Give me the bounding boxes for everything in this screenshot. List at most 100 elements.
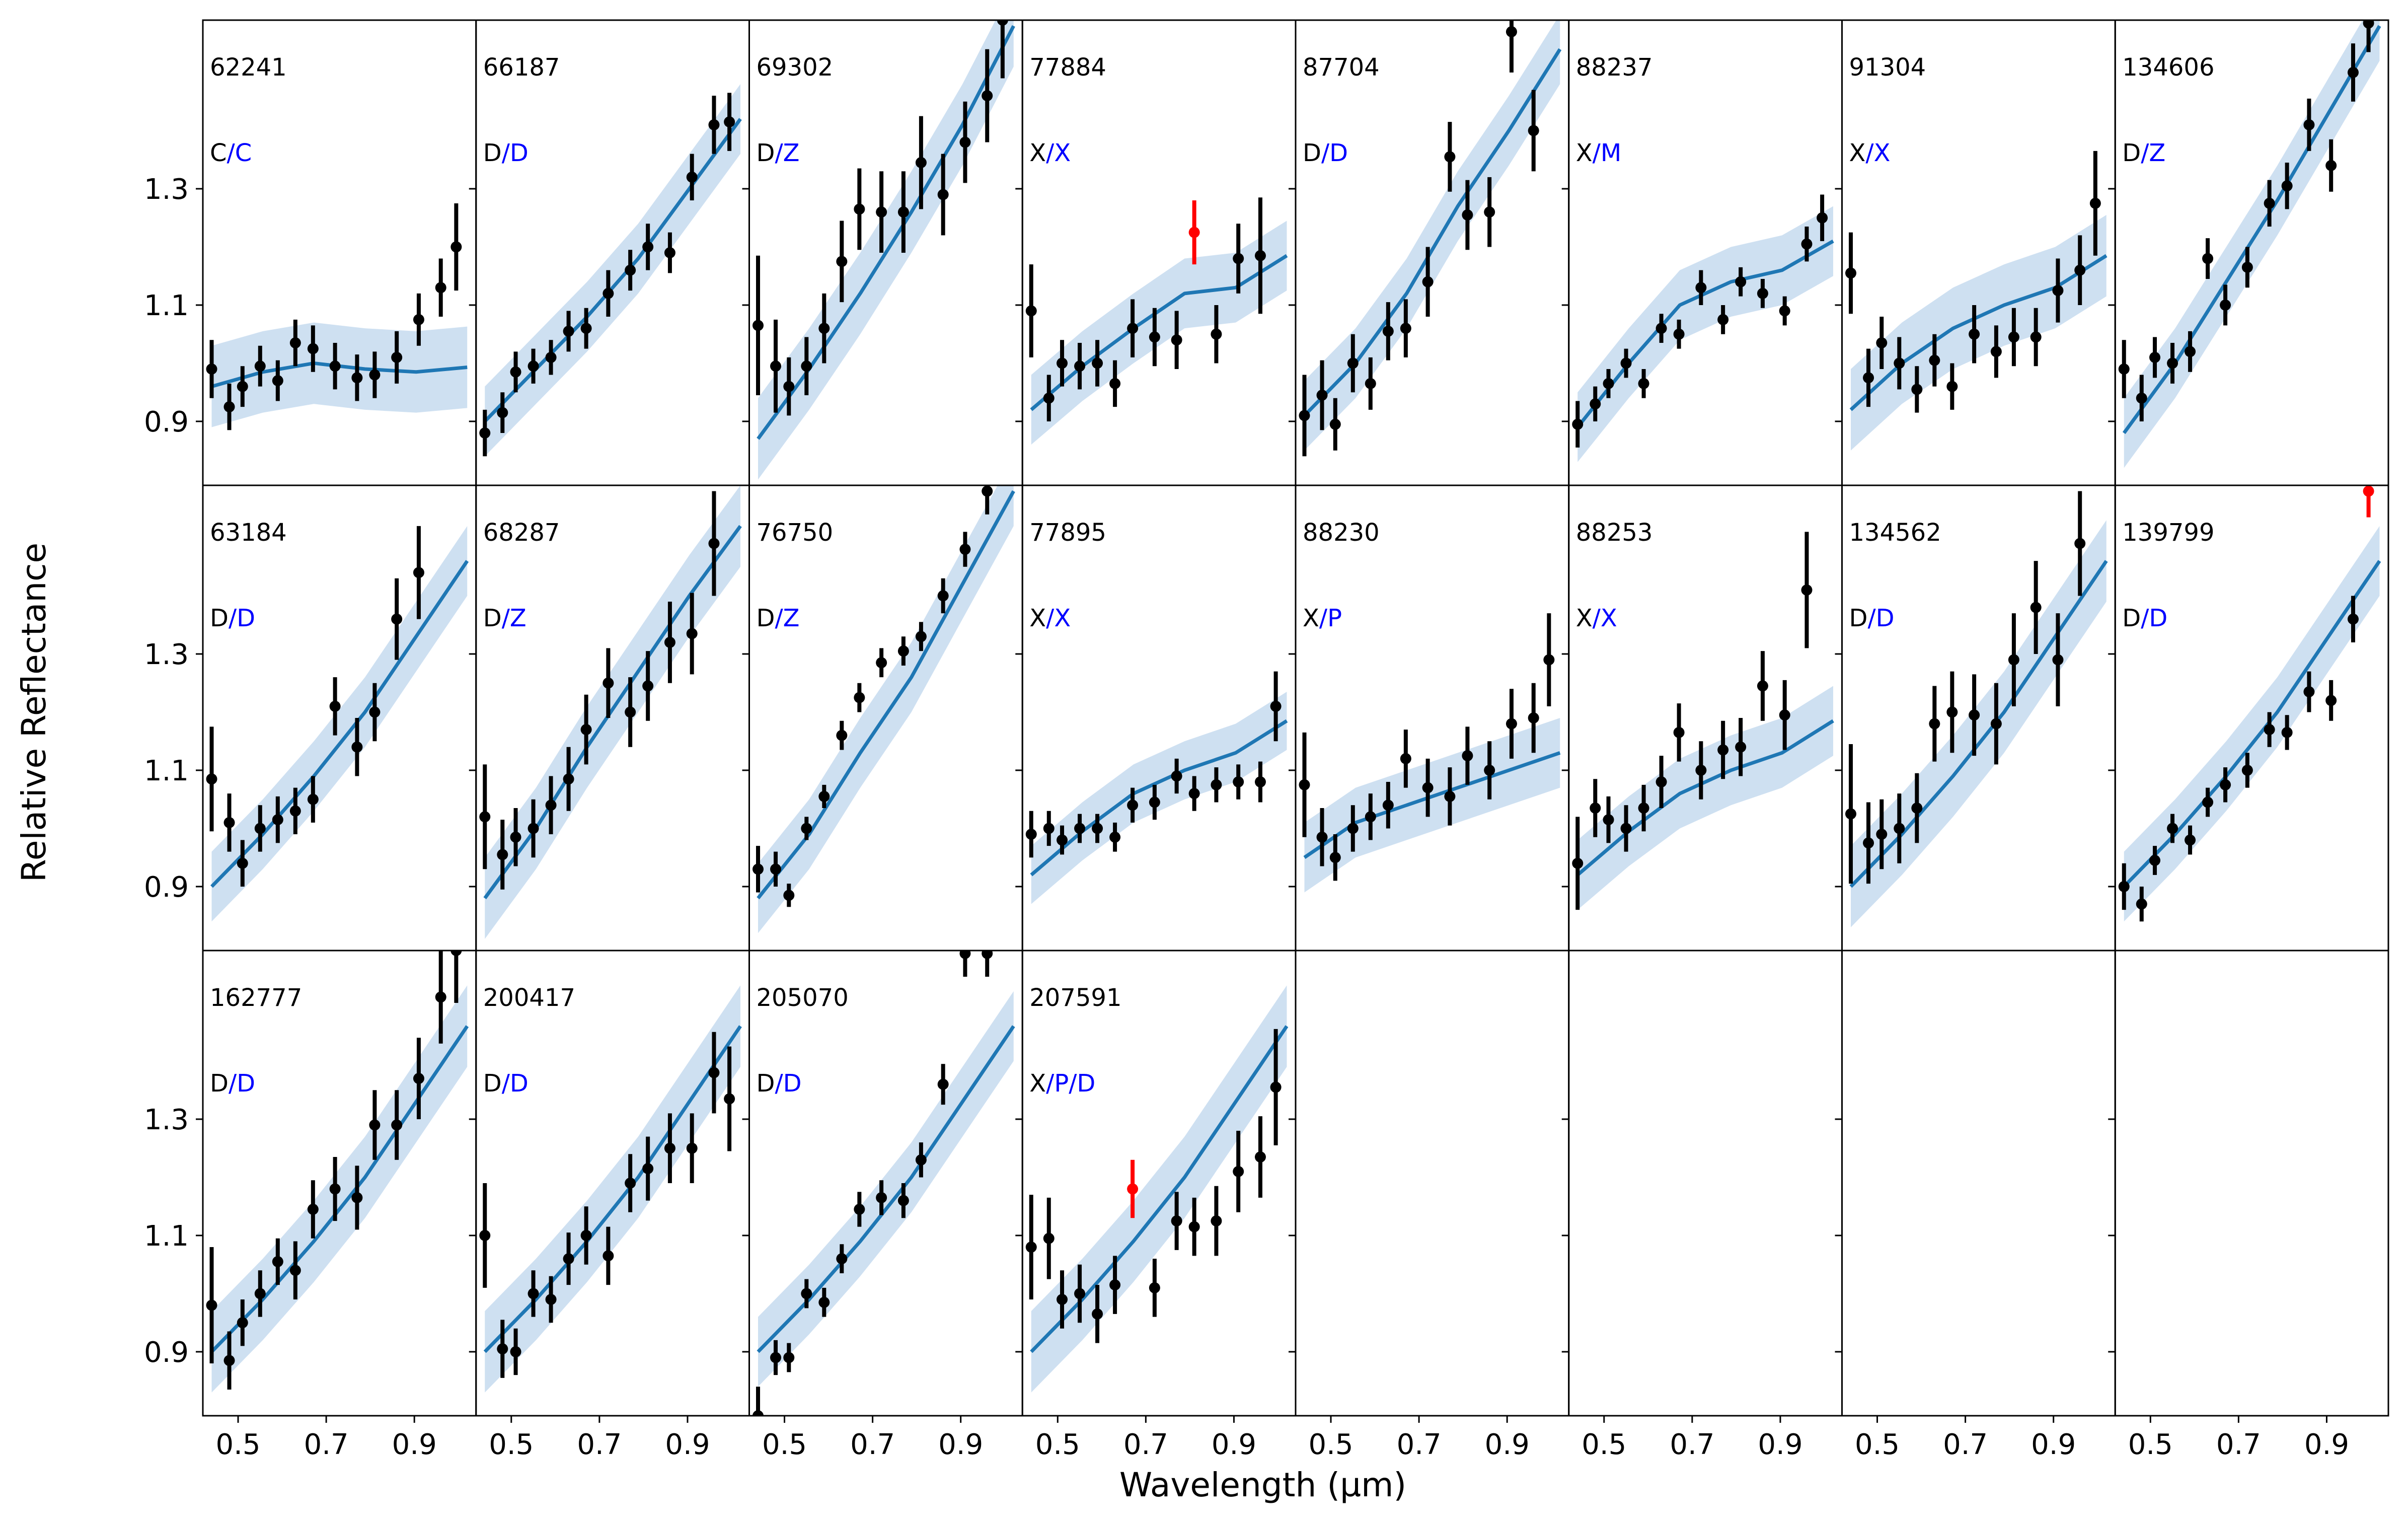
data-point [1025, 829, 1037, 840]
data-point [1638, 803, 1649, 814]
model-uncertainty-band [1031, 985, 1287, 1393]
data-point [1188, 227, 1200, 238]
data-point [413, 1073, 424, 1084]
panel-frame [1841, 950, 2116, 1417]
data-point [497, 1343, 508, 1355]
class-observed: D [1849, 604, 1868, 632]
data-point [752, 1410, 764, 1416]
data-point [2030, 331, 2042, 343]
data-point [1270, 700, 1282, 712]
panels-layer: 62241C/C0.91.11.366187D/D69302D/Z77884X/… [144, 19, 2389, 1461]
class-observed: D [483, 604, 502, 632]
panel-15: 134562 D/D [1835, 484, 2116, 952]
model-uncertainty-band [1577, 206, 1833, 462]
data-point [2185, 346, 2196, 357]
y-tick-label: 1.3 [144, 1104, 189, 1136]
data-point [329, 700, 341, 712]
panel-9: 63184 D/D 0.9 1.1 1.3 [144, 484, 477, 952]
class-predicted: /X [1046, 604, 1071, 632]
y-tick-label: 0.9 [144, 871, 189, 904]
x-tick-label: 0.5 [489, 1428, 534, 1461]
data-point [1528, 125, 1539, 136]
class-observed: D [1303, 139, 1321, 167]
panel-4: 77884 X/X [1015, 19, 1297, 486]
class-predicted: /D [1867, 604, 1894, 632]
data-point [1656, 776, 1667, 788]
data-point [937, 189, 949, 200]
model-curve [1030, 1025, 1289, 1353]
data-point [2089, 197, 2101, 209]
data-point [563, 325, 574, 337]
model-curve [1303, 48, 1562, 417]
data-point [1946, 381, 1958, 392]
panel-24: 0.5 0.7 0.9 [2108, 950, 2389, 1461]
data-point [1074, 1288, 1086, 1299]
data-point [1329, 418, 1341, 430]
data-point [915, 157, 927, 168]
class-predicted: /D [229, 1069, 255, 1098]
model-curve [1849, 254, 2108, 411]
data-point [1894, 823, 1905, 834]
asteroid-id: 88230 [1303, 519, 1380, 547]
class-observed: X [1303, 604, 1319, 632]
panel-20: 207591 X/P/D 0.5 0.7 0.9 [1015, 950, 1297, 1461]
data-point [1233, 776, 1244, 788]
data-point [1043, 1232, 1055, 1244]
data-point [1462, 750, 1473, 762]
model-curve [483, 525, 742, 900]
data-point [836, 256, 848, 267]
asteroid-id: 66187 [483, 53, 560, 82]
data-point [982, 485, 993, 497]
data-point [1603, 378, 1614, 389]
class-label: X/X [1849, 139, 1891, 167]
data-point [959, 136, 971, 148]
x-tick-label: 0.9 [938, 1428, 983, 1461]
data-point [1757, 680, 1768, 692]
data-point [237, 1317, 248, 1329]
data-point [1673, 726, 1685, 738]
data-point [497, 407, 508, 418]
data-point [1270, 1081, 1282, 1093]
class-label: X/P/D [1029, 1069, 1095, 1098]
y-tick-label: 1.1 [144, 755, 189, 787]
data-point [770, 360, 782, 372]
data-point [510, 366, 521, 378]
data-point [783, 381, 795, 392]
data-point [1299, 779, 1310, 790]
plot-area [2118, 485, 2381, 922]
model-curve [1030, 254, 1288, 411]
data-point [1929, 718, 1940, 730]
asteroid-id: 62241 [210, 53, 287, 82]
asteroid-id: 69302 [757, 53, 834, 82]
panel-3: 69302 D/Z [742, 19, 1023, 486]
data-point [1316, 831, 1328, 843]
asteroid-id: 77884 [1029, 53, 1106, 82]
data-point [1092, 357, 1103, 369]
data-point [1845, 267, 1857, 279]
data-point [1990, 718, 2002, 730]
x-tick-label: 0.5 [1309, 1428, 1353, 1461]
class-observed: D [483, 1069, 502, 1098]
data-point [237, 857, 248, 869]
data-point [2241, 764, 2253, 776]
data-point [435, 282, 446, 294]
data-point [1801, 238, 1813, 250]
data-point [1717, 744, 1729, 756]
data-point [1484, 206, 1495, 218]
model-curve [757, 490, 1015, 900]
data-point [818, 1296, 830, 1308]
data-point [708, 119, 720, 130]
x-tick-label: 0.5 [1855, 1428, 1900, 1461]
class-label: X/X [1029, 139, 1071, 167]
asteroid-id: 76750 [757, 519, 834, 547]
asteroid-id: 139799 [2122, 519, 2214, 547]
data-point [206, 364, 217, 375]
class-predicted: /D [229, 604, 255, 632]
data-point [1188, 788, 1200, 800]
data-point [2149, 854, 2161, 866]
data-point [854, 692, 865, 703]
x-tick-label: 0.9 [392, 1428, 437, 1461]
panel-22: 0.5 0.7 0.9 [1561, 950, 1843, 1461]
panel-frame [2114, 950, 2389, 1417]
data-point [1656, 323, 1667, 334]
